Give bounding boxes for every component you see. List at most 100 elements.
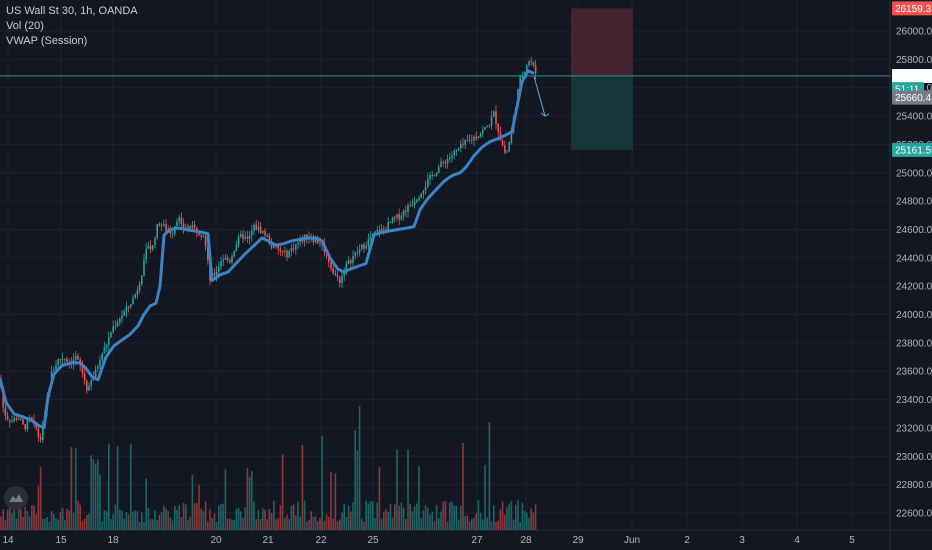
volume-bar <box>508 503 510 530</box>
candle-body <box>510 131 513 143</box>
volume-bar <box>336 521 339 530</box>
candle-body <box>479 133 482 137</box>
candle-body <box>147 245 150 249</box>
candle-body <box>440 161 442 168</box>
volume-bar <box>231 519 233 530</box>
volume-bar <box>532 512 535 530</box>
candle-body <box>39 437 42 440</box>
volume-bar <box>528 517 530 530</box>
volume-bar <box>389 503 392 530</box>
candle-body <box>281 250 284 252</box>
risk-reward-zones[interactable] <box>0 8 890 150</box>
candle-body <box>237 236 240 245</box>
candle-body <box>61 358 64 360</box>
x-tick-label: 3 <box>739 535 745 546</box>
price-tag-bg <box>892 1 932 16</box>
candle-body <box>457 148 460 150</box>
price-axis[interactable]: 22600.0 22800.0 23000.0 23200.0 23400.0 23600… <box>896 27 932 520</box>
candle-body <box>152 245 154 250</box>
volume-bar <box>266 519 268 530</box>
volume-bar <box>213 513 216 530</box>
volume-bar <box>387 511 389 530</box>
price-tag-label: 25161.5 <box>895 145 932 156</box>
candle-body <box>330 262 332 269</box>
candle-body <box>350 259 352 263</box>
volume-bar <box>0 516 2 530</box>
volume-bar <box>229 518 231 530</box>
annotation-overlay[interactable] <box>533 76 550 117</box>
candle-body <box>59 358 62 360</box>
y-tick-label: 22600.0 <box>896 509 932 520</box>
candle-body <box>169 230 172 234</box>
y-tick-label: 25400.0 <box>896 112 932 123</box>
volume-bar <box>479 512 482 530</box>
volume-bar <box>189 516 191 530</box>
volume-bar <box>255 519 257 530</box>
candle-body <box>277 246 279 249</box>
volume-bar <box>235 508 238 530</box>
volume-bar <box>167 511 169 530</box>
volume-bar <box>2 509 4 530</box>
volume-bar <box>413 506 416 530</box>
volume-bar <box>449 502 451 530</box>
volume-bar <box>90 455 92 530</box>
candle-body <box>77 355 79 360</box>
volume-bar <box>180 516 183 530</box>
candle-body <box>334 273 337 276</box>
candle-body <box>81 365 84 374</box>
projection-arrow[interactable] <box>533 76 546 117</box>
volume-bar <box>440 511 442 530</box>
volume-bar <box>55 518 57 530</box>
candle-body <box>462 143 464 145</box>
x-tick-label: Jun <box>624 535 640 546</box>
volume-indicator-label[interactable]: Vol (20) <box>6 20 44 32</box>
volume-bar <box>301 444 304 530</box>
volume-bar <box>152 519 154 530</box>
candle-body <box>55 365 57 370</box>
volume-bar <box>275 519 277 530</box>
volume-bar <box>224 468 227 530</box>
candle-body <box>528 61 530 66</box>
volume-bar <box>486 517 488 530</box>
take-profit-zone[interactable] <box>571 75 633 150</box>
volume-bar <box>222 503 224 530</box>
candle-body <box>312 238 315 243</box>
volume-bar <box>174 506 176 530</box>
candle-body <box>103 347 106 354</box>
volume-bar <box>317 521 319 530</box>
y-tick-label: 23400.0 <box>896 395 932 406</box>
candle-body <box>222 259 224 262</box>
candle-body <box>495 111 497 125</box>
arrow-head-icon <box>540 112 550 117</box>
volume-bar <box>328 517 330 530</box>
symbol-title[interactable]: US Wall St 30, 1h, OANDA <box>6 5 138 17</box>
volume-bar <box>292 504 295 530</box>
x-tick-label: 15 <box>55 535 67 546</box>
candle-body <box>4 407 7 417</box>
x-tick-label: 14 <box>2 535 14 546</box>
candle-body <box>15 418 18 420</box>
tradingview-logo-icon[interactable] <box>4 486 28 510</box>
candle-body <box>202 236 205 238</box>
candle-body <box>387 222 389 231</box>
candle-body <box>446 159 449 164</box>
volume-bar <box>444 500 447 530</box>
volume-bar <box>464 516 466 530</box>
stop-loss-zone[interactable] <box>571 8 633 76</box>
volume-bar <box>101 521 103 530</box>
volume-bar <box>119 509 121 530</box>
candle-body <box>488 125 491 127</box>
candle-body <box>460 143 462 149</box>
volume-bar <box>50 511 53 530</box>
volume-bar <box>462 443 464 530</box>
vwap-indicator-label[interactable]: VWAP (Session) <box>6 35 88 47</box>
volume-bar <box>363 521 365 530</box>
x-tick-label: 25 <box>367 535 379 546</box>
time-axis[interactable]: 14 15 18 20 21 22 25 27 28 29 Jun 2 3 4 5 <box>2 535 855 546</box>
volume-bar <box>83 518 86 530</box>
volume-bar <box>143 521 145 530</box>
volume-bar <box>163 505 165 530</box>
volume-bar <box>268 508 271 530</box>
